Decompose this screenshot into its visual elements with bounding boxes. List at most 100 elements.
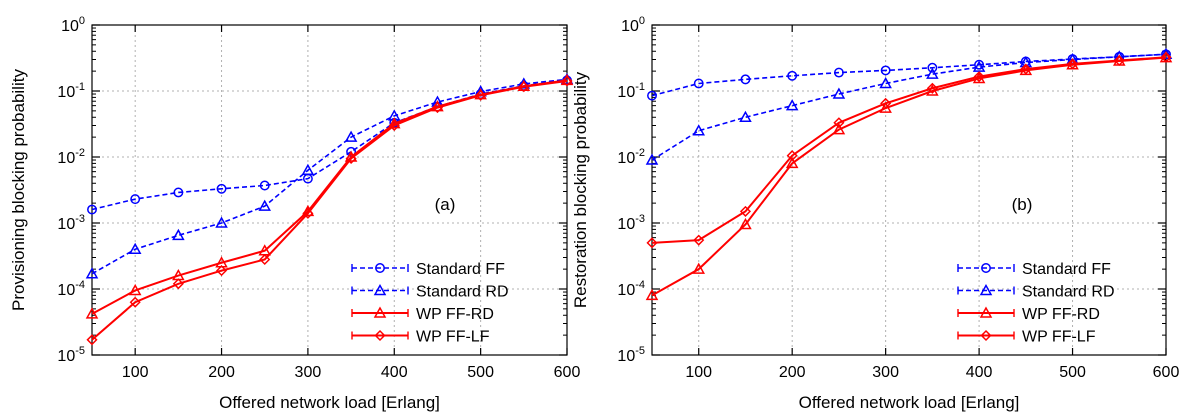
y-tick-label: 10-1 xyxy=(57,81,85,101)
legend-label: Standard FF xyxy=(1022,261,1111,278)
y-axis-title: Restoration blocking probability xyxy=(571,71,590,308)
data-point xyxy=(302,207,314,219)
data-point xyxy=(1066,58,1079,70)
data-point xyxy=(740,74,751,85)
data-point xyxy=(215,265,228,277)
series-standard-ff xyxy=(87,75,572,215)
x-tick-label: 200 xyxy=(779,364,806,381)
y-axis-title: Provisioning blocking probability xyxy=(9,69,28,311)
legend-marker xyxy=(980,329,992,342)
x-tick-label: 500 xyxy=(467,364,494,381)
x-axis-title: Offered network load [Erlang] xyxy=(799,393,1020,412)
data-point xyxy=(785,156,799,169)
data-point xyxy=(739,110,752,123)
data-point xyxy=(172,228,185,241)
data-point xyxy=(880,65,891,76)
data-point xyxy=(85,307,99,319)
legend-label: Standard FF xyxy=(416,261,505,278)
data-point xyxy=(345,152,357,165)
series-line xyxy=(651,53,1167,97)
x-tick-label: 300 xyxy=(295,364,322,381)
legend-label: WP FF-LF xyxy=(416,329,490,346)
data-point xyxy=(128,242,142,255)
data-point xyxy=(475,89,487,101)
series-line xyxy=(91,79,568,315)
panel-a: 100 200 300 400 500 600 10-5 10-4 10-3 10-2 10-1 10… xyxy=(9,15,580,412)
data-point xyxy=(344,130,358,142)
x-tick-label: 600 xyxy=(554,364,581,381)
plot-frame xyxy=(651,24,1167,356)
legend: Standard FF Standard RD WP FF-RD WP FF-LF xyxy=(957,261,1115,346)
legend-marker xyxy=(981,263,991,273)
series-line xyxy=(651,53,1167,161)
data-point xyxy=(646,237,658,249)
series-wp-ff-lf xyxy=(646,51,1172,249)
y-tick-label: 10-2 xyxy=(57,147,85,167)
data-point xyxy=(926,67,939,79)
data-point xyxy=(216,183,227,194)
y-tick-label: 10-3 xyxy=(617,213,645,233)
data-point xyxy=(258,199,272,211)
y-tick-label: 10-4 xyxy=(57,279,85,299)
data-point xyxy=(879,101,892,113)
y-tick-label: 10-1 xyxy=(617,81,645,101)
data-point xyxy=(85,267,99,279)
x-tick-label: 200 xyxy=(208,364,235,381)
legend-marker xyxy=(373,306,387,318)
data-point xyxy=(388,119,400,132)
x-tick-label: 100 xyxy=(122,364,149,381)
data-point xyxy=(645,153,659,165)
data-point xyxy=(259,180,270,191)
data-point xyxy=(87,204,97,215)
data-point xyxy=(693,78,704,89)
legend-marker xyxy=(373,283,387,296)
legend-label: Standard RD xyxy=(416,284,509,301)
data-point xyxy=(739,205,752,217)
data-point xyxy=(739,217,752,230)
x-axis-title: Offered network load [Erlang] xyxy=(219,393,440,412)
series-standard-rd xyxy=(85,72,574,279)
data-point xyxy=(1113,54,1125,67)
y-tick-label: 10-4 xyxy=(617,279,645,299)
series-line xyxy=(91,79,568,341)
data-point xyxy=(880,97,892,109)
data-point xyxy=(301,163,315,175)
series-line xyxy=(91,78,568,275)
data-point xyxy=(879,76,892,89)
panel-label: (b) xyxy=(1012,195,1033,214)
y-tick-label: 10-5 xyxy=(57,345,85,365)
x-tick-label: 400 xyxy=(966,364,993,381)
x-tick-label: 100 xyxy=(685,364,712,381)
data-point xyxy=(692,124,706,136)
series-line xyxy=(651,56,1167,244)
data-point xyxy=(832,87,846,99)
legend-marker xyxy=(374,329,386,342)
y-tick-label: 10-5 xyxy=(617,345,645,365)
data-point xyxy=(130,194,141,205)
series-standard-ff xyxy=(647,49,1171,101)
legend-label: WP FF-RD xyxy=(1022,306,1100,323)
x-tick-label: 500 xyxy=(1059,364,1086,381)
data-point xyxy=(973,71,985,83)
data-point xyxy=(786,150,798,162)
plot-frame xyxy=(91,24,568,356)
y-tick-label: 10-2 xyxy=(617,147,645,167)
legend-label: WP FF-LF xyxy=(1022,329,1096,346)
data-point xyxy=(787,70,798,81)
data-point xyxy=(1160,51,1172,63)
data-point xyxy=(926,82,938,94)
legend-marker xyxy=(979,306,993,318)
y-tick-label: 100 xyxy=(61,15,85,35)
legend: Standard FF Standard RD WP FF-RD WP FF-LF xyxy=(351,261,509,346)
x-tick-label: 400 xyxy=(381,364,408,381)
data-point xyxy=(927,62,938,73)
data-point xyxy=(785,99,799,111)
data-point xyxy=(833,117,845,129)
panel-label: (a) xyxy=(435,195,456,214)
data-point xyxy=(647,90,657,101)
series-wp-ff-rd xyxy=(85,73,574,319)
data-point xyxy=(129,296,141,308)
series-wp-ff-lf xyxy=(86,75,573,346)
data-point xyxy=(172,278,184,290)
